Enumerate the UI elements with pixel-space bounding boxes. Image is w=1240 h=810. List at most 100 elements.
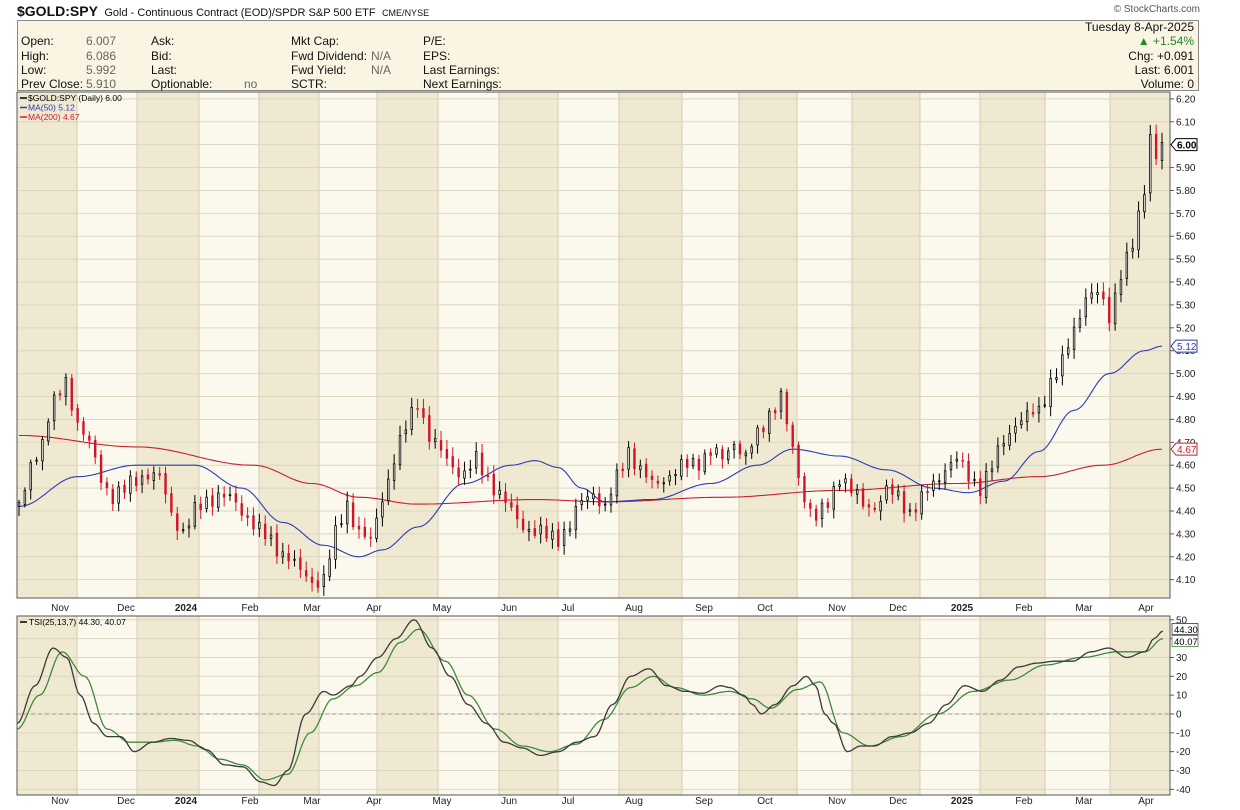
price-candle: [246, 515, 249, 518]
price-candle: [879, 501, 882, 512]
price-panel-month-band: [377, 92, 438, 598]
price-candle: [451, 456, 454, 468]
price-candle: [217, 492, 220, 508]
price-candle: [58, 393, 62, 396]
price-candle: [914, 509, 918, 513]
price-candle: [832, 486, 835, 510]
x-tick-label: May: [433, 603, 452, 614]
tsi-panel-month-band: [852, 616, 920, 795]
price-candle: [263, 523, 267, 540]
tsi-y-tick-label: -30: [1176, 766, 1191, 777]
price-candle: [1061, 354, 1064, 377]
price-candle: [650, 475, 654, 480]
low-label: Low:: [21, 63, 47, 77]
tsi-panel: -40-30-20-100102030405044.3040.07TSI(25,…: [16, 615, 1199, 807]
price-candle: [1043, 404, 1046, 407]
price-candle: [76, 408, 79, 423]
x-tick-label: Sep: [695, 603, 713, 614]
price-y-tick-label: 6.10: [1176, 117, 1196, 128]
price-candle: [568, 528, 572, 532]
price-candle: [562, 529, 566, 546]
price-candle: [258, 521, 261, 530]
price-candle: [252, 515, 255, 530]
price-candle: [803, 476, 806, 503]
x-tick-label: 2024: [175, 603, 198, 614]
stockcharts-watermark: © StockCharts.com: [1113, 4, 1200, 15]
price-candle: [621, 468, 624, 471]
price-candle: [316, 580, 320, 588]
price-candle: [82, 421, 85, 435]
price-candle: [603, 503, 607, 506]
x-tick-label: Dec: [889, 603, 907, 614]
x-tick-label: Dec: [117, 603, 135, 614]
price-y-tick-label: 6.20: [1176, 94, 1196, 105]
x-tick-label: Jun: [501, 796, 517, 807]
price-candle: [844, 478, 847, 484]
price-y-tick-label: 5.20: [1176, 323, 1196, 334]
symbol-label: $GOLD:SPY: [17, 3, 98, 19]
price-candle: [164, 473, 167, 495]
price-candle: [668, 475, 671, 482]
x-tick-label: 2025: [951, 603, 974, 614]
price-candle: [199, 503, 202, 510]
price-candle: [428, 415, 431, 442]
x-tick-label: Jun: [501, 603, 517, 614]
price-candle: [398, 434, 402, 466]
change-value: Chg: +0.091: [1128, 49, 1194, 63]
price-candle: [269, 534, 273, 539]
x-tick-label: Mar: [1075, 603, 1093, 614]
x-tick-label: Mar: [303, 603, 321, 614]
price-candle: [785, 391, 789, 425]
price-y-tick-label: 5.30: [1176, 300, 1196, 311]
price-candle: [211, 495, 214, 507]
price-candle: [351, 502, 355, 528]
tsi-panel-month-band: [259, 616, 319, 795]
tsi-signal-value-tag: [1171, 635, 1199, 647]
last-price-tag: [1170, 138, 1198, 152]
price-candle: [240, 503, 243, 516]
price-candle: [88, 435, 91, 441]
price-candle: [697, 458, 701, 471]
tsi-panel-month-band: [377, 616, 438, 795]
x-tick-label: Dec: [889, 796, 907, 807]
up-triangle-icon: ▲: [1137, 34, 1150, 48]
price-candle: [340, 523, 343, 526]
price-candle: [1014, 425, 1017, 434]
price-y-tick-label: 4.10: [1176, 575, 1196, 586]
price-candle: [855, 489, 859, 495]
price-panel-month-band: [739, 92, 797, 598]
next-earnings-label: Next Earnings:: [423, 77, 502, 91]
price-candle: [52, 394, 56, 422]
tsi-panel-month-band: [619, 616, 682, 795]
price-candle: [222, 493, 226, 498]
legend-entry: $GOLD:SPY (Daily) 6.00: [28, 93, 122, 103]
optionable-label: Optionable:: [151, 77, 213, 91]
price-candle: [533, 528, 537, 536]
last-label: Last:: [151, 63, 178, 77]
x-tick-label: Nov: [828, 603, 846, 614]
price-candle: [850, 478, 853, 493]
x-tick-label: Aug: [625, 796, 643, 807]
price-candle: [381, 501, 384, 518]
price-candle: [152, 472, 156, 481]
eps-label: EPS:: [423, 49, 451, 63]
price-candle: [170, 493, 173, 513]
price-candle: [387, 478, 390, 502]
ask-label: Ask:: [151, 34, 175, 48]
price-candle: [598, 493, 601, 507]
price-y-tick-label: 4.30: [1176, 529, 1196, 540]
tsi-panel-month-band: [17, 616, 77, 795]
last-value: Last: 6.001: [1134, 63, 1194, 77]
price-candle: [41, 438, 44, 462]
price-candle: [29, 462, 32, 491]
price-candle: [392, 463, 396, 481]
price-candle: [334, 525, 337, 560]
price-candle: [433, 438, 437, 442]
tsi-panel-background: [17, 616, 1170, 795]
price-candle: [686, 458, 689, 468]
price-candle: [932, 480, 935, 491]
price-candle: [838, 484, 841, 487]
price-panel-month-band: [852, 92, 920, 598]
tsi-panel-month-band: [1110, 616, 1170, 795]
price-candle: [1154, 133, 1158, 160]
